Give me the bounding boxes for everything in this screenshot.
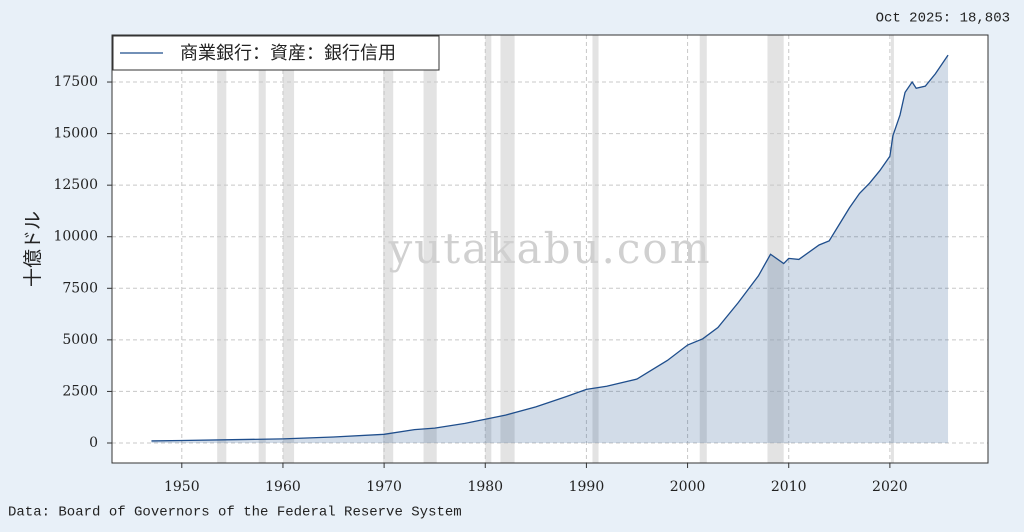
recession-band	[423, 35, 437, 463]
annotation: Oct 2025: 18,803	[876, 11, 1010, 27]
recession-band	[699, 35, 707, 463]
y-tick-label: 0	[89, 435, 98, 451]
plot	[107, 35, 988, 468]
area-fill	[151, 55, 949, 443]
plot-frame	[111, 34, 989, 464]
x-tick-label: 1950	[164, 479, 200, 495]
recession-band	[500, 35, 515, 463]
x-tick-label: 1970	[366, 479, 402, 495]
recession-band	[767, 35, 784, 463]
legend-label: 商業銀行：資産：銀行信用	[180, 43, 396, 64]
recession-band	[383, 35, 394, 463]
y-tick-label: 7500	[62, 280, 98, 296]
y-tick-label: 5000	[62, 332, 98, 348]
y-tick-label: 12500	[53, 177, 98, 193]
y-tick-label: 2500	[62, 383, 98, 399]
x-tick-label: 1990	[569, 479, 605, 495]
legend	[112, 35, 440, 71]
watermark: yutakabu.com	[387, 224, 711, 273]
y-tick-label: 15000	[53, 126, 98, 142]
y-tick-label: 17500	[53, 74, 98, 90]
recession-band	[217, 35, 227, 463]
line	[151, 54, 949, 442]
x-tick-label: 2020	[872, 479, 908, 495]
y-tick-label: 10000	[53, 229, 98, 245]
recession-band	[485, 35, 492, 463]
recession-band	[592, 35, 599, 463]
recession-band	[282, 35, 295, 463]
x-tick-label: 1980	[467, 479, 503, 495]
x-tick-label: 2010	[771, 479, 807, 495]
x-tick-label: 1960	[265, 479, 301, 495]
recession-band	[258, 35, 266, 463]
recession-band	[890, 35, 894, 463]
x-tick-label: 2000	[670, 479, 706, 495]
y-axis-label: 十億ドル	[22, 211, 44, 287]
source: Data: Board of Governors of the Federal …	[8, 505, 462, 521]
